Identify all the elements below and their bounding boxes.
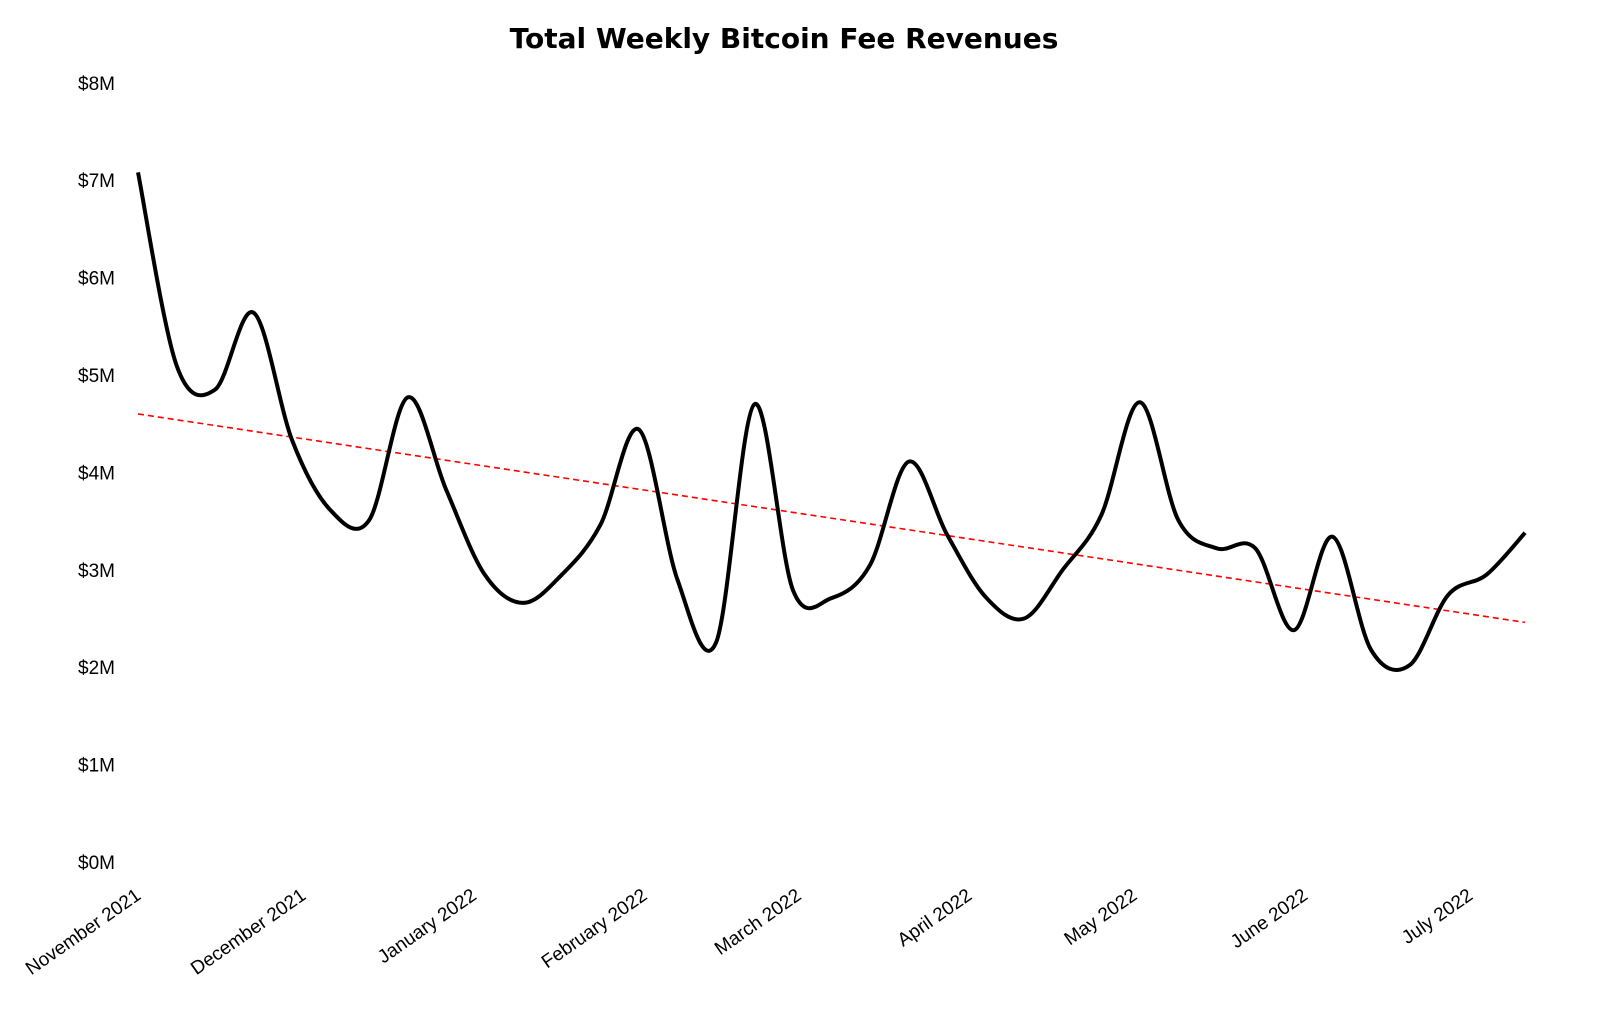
y-tick-label: $6M (78, 269, 115, 290)
x-tick-label: July 2022 (1398, 885, 1477, 949)
y-tick-label: $5M (78, 366, 115, 387)
y-axis: $0M $1M $2M $3M $4M $5M $6M $7M $8M (78, 74, 115, 874)
chart-title: Total Weekly Bitcoin Fee Revenues (510, 22, 1059, 55)
y-tick-label: $7M (78, 171, 115, 192)
trendline (137, 413, 1526, 624)
x-tick-label: May 2022 (1061, 885, 1141, 950)
x-tick-label: February 2022 (538, 885, 651, 973)
y-tick-label: $2M (78, 658, 115, 679)
x-tick-label: December 2021 (187, 885, 310, 980)
series-line (136, 172, 1527, 672)
y-tick-label: $0M (78, 853, 115, 874)
x-axis: November 2021 December 2021 January 2022 Fe… (22, 885, 1477, 980)
plot-area (136, 172, 1527, 672)
y-tick-label: $4M (78, 463, 115, 484)
y-tick-label: $1M (78, 756, 115, 777)
y-tick-label: $3M (78, 561, 115, 582)
x-tick-label: June 2022 (1227, 885, 1312, 953)
x-tick-label: January 2022 (374, 885, 480, 968)
y-tick-label: $8M (78, 74, 115, 95)
x-tick-label: April 2022 (894, 885, 976, 951)
x-tick-label: November 2021 (22, 885, 145, 980)
x-tick-label: March 2022 (711, 885, 805, 960)
